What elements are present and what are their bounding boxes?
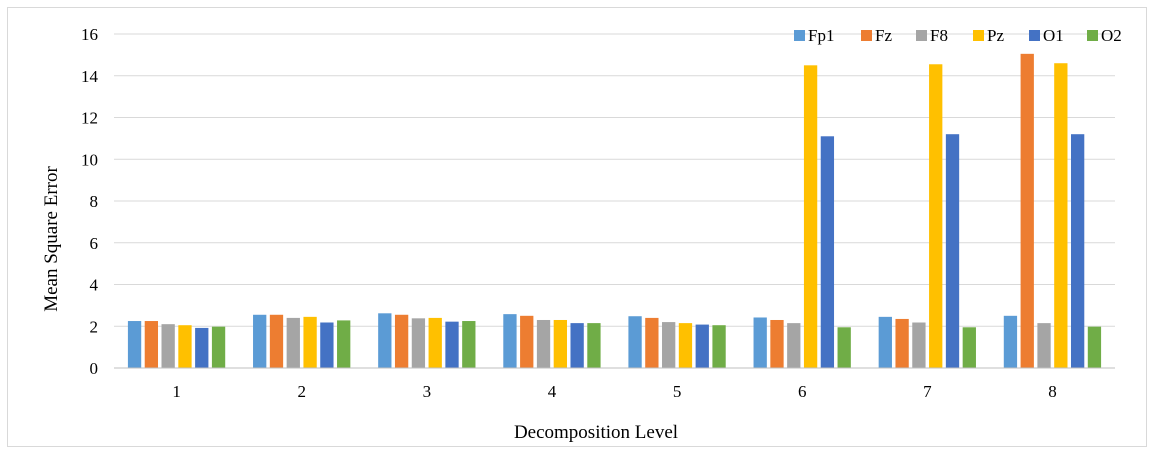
bar-fz-level-3 [394,314,409,368]
bar-f8-level-2 [286,317,300,368]
y-axis-title: Mean Square Error [41,166,62,312]
bar-fp1-level-7 [878,316,892,368]
legend-label-f8: F8 [930,26,948,45]
bar-fp1-level-4 [503,314,517,368]
x-tick-labels: 1 2 3 4 5 6 7 8 [172,382,1056,401]
bar-o2-level-1 [211,326,226,368]
bar-pz-level-2 [303,316,317,368]
legend-swatch-fz [861,30,872,41]
bar-fp1-level-5 [628,316,642,368]
bar-f8-level-1 [161,324,175,368]
legend-label-fz: Fz [875,26,892,45]
bar-o1-level-8 [1070,134,1085,368]
bar-o2-level-8 [1087,326,1102,368]
bar-o1-level-6 [820,136,835,368]
bar-fz-level-1 [144,321,159,368]
y-tick-label: 16 [81,25,98,44]
bar-o1-level-7 [945,134,960,368]
bar-o2-level-2 [337,320,351,368]
bar-fz-level-5 [645,317,659,368]
x-tick-label: 8 [1048,382,1057,401]
x-tick-label: 5 [673,382,682,401]
bar-o1-level-1 [195,327,209,368]
bar-fp1-level-2 [253,314,267,368]
bar-fp1-level-8 [1003,315,1018,368]
bar-o1-level-5 [695,324,709,368]
bar-fz-level-8 [1020,53,1034,369]
y-tick-label: 8 [90,192,99,211]
legend-swatch-f8 [916,30,927,41]
x-tick-label: 7 [923,382,932,401]
legend-label-pz: Pz [987,26,1004,45]
legend-swatch-o1 [1029,30,1040,41]
bar-fz-level-4 [520,315,534,368]
legend-label-o2: O2 [1101,26,1122,45]
x-tick-label: 6 [798,382,807,401]
bar-pz-level-5 [678,323,693,368]
bar-fz-level-2 [269,314,284,368]
bar-o2-level-6 [837,327,851,368]
bar-o1-level-2 [320,322,334,368]
bar-fz-level-6 [770,319,784,368]
x-tick-label: 2 [297,382,306,401]
bar-pz-level-7 [929,64,943,369]
y-tick-label: 2 [90,317,99,336]
bar-pz-level-4 [553,319,567,368]
x-tick-label: 3 [423,382,432,401]
bar-o1-level-4 [570,323,584,368]
legend-swatch-o2 [1087,30,1098,41]
bar-f8-level-3 [411,318,426,368]
bar-pz-level-3 [428,317,442,368]
legend-swatch-pz [973,30,984,41]
legend-label-o1: O1 [1043,26,1064,45]
y-tick-label: 10 [81,150,98,169]
bar-f8-level-8 [1037,323,1051,368]
bar-fz-level-7 [895,318,909,368]
bars [127,53,1102,369]
legend-swatch-fp1 [794,30,805,41]
bar-pz-level-6 [803,65,818,368]
bar-pz-level-1 [178,325,192,368]
legend: Fp1 Fz F8 Pz O1 O2 [794,26,1122,45]
bar-f8-level-5 [662,322,676,368]
y-tick-label: 12 [81,109,98,128]
x-tick-label: 4 [548,382,557,401]
y-tick-label: 4 [90,276,99,295]
bar-f8-level-4 [536,319,551,368]
y-tick-label: 0 [90,359,99,378]
gridlines [114,33,1115,327]
y-tick-labels: 0 2 4 6 8 10 12 14 16 [81,25,99,378]
bar-o2-level-5 [712,325,726,368]
x-axis-title: Decomposition Level [514,422,678,443]
bar-f8-level-7 [912,322,926,368]
bar-o2-level-7 [962,327,976,368]
bar-fp1-level-6 [753,317,767,368]
bar-fp1-level-1 [127,321,142,368]
bar-f8-level-6 [787,323,801,368]
bar-o2-level-3 [462,321,476,368]
bar-o2-level-4 [587,323,601,368]
bar-pz-level-8 [1054,63,1068,368]
bar-fp1-level-3 [378,313,392,368]
legend-label-fp1: Fp1 [808,26,834,45]
bar-o1-level-3 [445,321,459,368]
y-tick-label: 6 [90,234,99,253]
y-tick-label: 14 [81,67,99,86]
x-tick-label: 1 [172,382,181,401]
